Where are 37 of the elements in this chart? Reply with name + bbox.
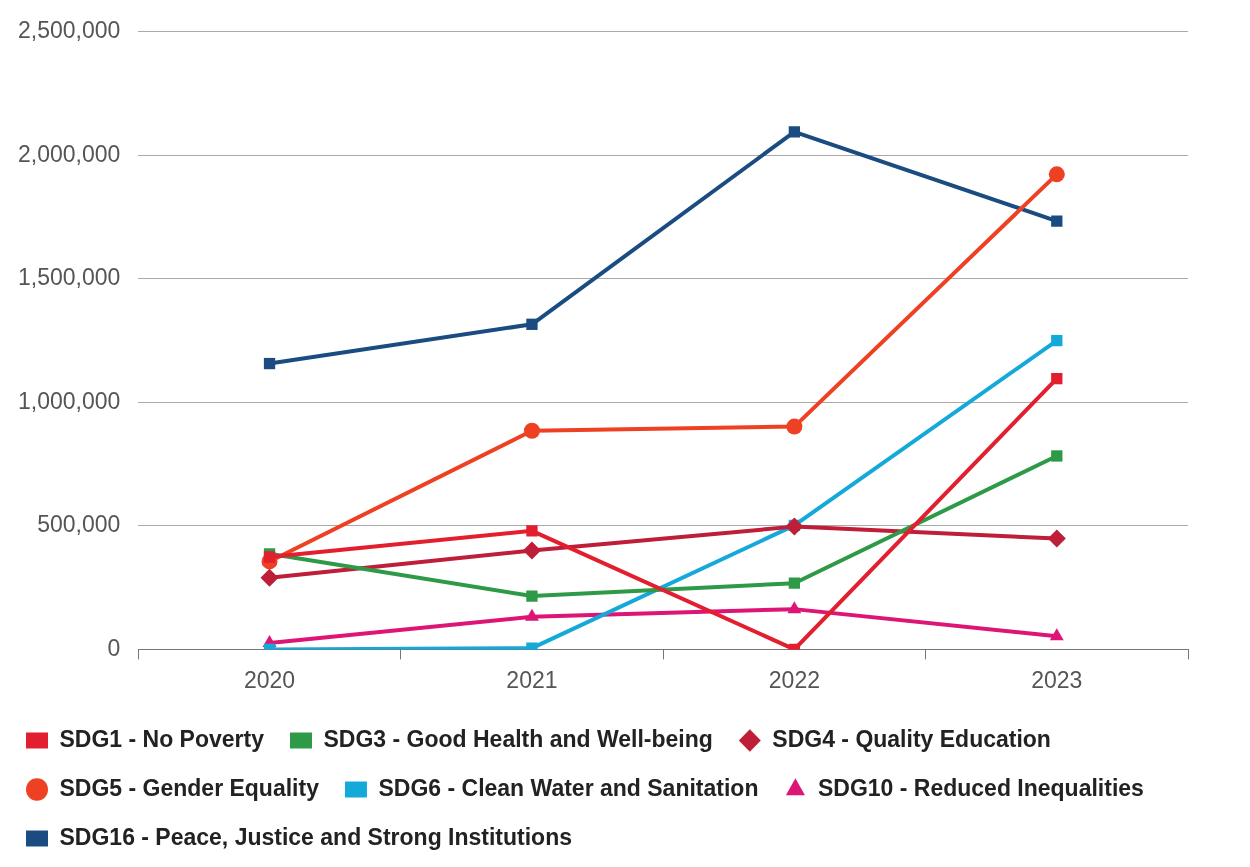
y-tick-label: 500,000 bbox=[37, 511, 121, 538]
x-tick-label: 2023 bbox=[1031, 666, 1083, 693]
legend-label: SDG16 - Peace, Justice and Strong Institutions bbox=[59, 823, 573, 850]
x-tick-label: 2022 bbox=[768, 666, 820, 693]
point bbox=[1051, 215, 1063, 227]
x-tick-label: 2020 bbox=[243, 666, 296, 693]
point bbox=[523, 422, 540, 439]
point bbox=[787, 601, 802, 614]
legend-label: SDG6 - Clean Water and Sanitation bbox=[378, 774, 759, 801]
point bbox=[788, 126, 801, 138]
point bbox=[788, 577, 801, 589]
point bbox=[786, 418, 803, 435]
point bbox=[526, 318, 538, 330]
legend-label: SDG1 - No Poverty bbox=[59, 725, 265, 752]
point bbox=[1051, 450, 1063, 462]
point bbox=[785, 517, 804, 536]
point bbox=[1051, 372, 1063, 385]
y-tick-label: 2,500,000 bbox=[17, 17, 121, 44]
point bbox=[1051, 334, 1063, 347]
legend-label: SDG4 - Quality Education bbox=[772, 725, 1051, 752]
point bbox=[263, 357, 276, 370]
point bbox=[526, 590, 538, 602]
point bbox=[1047, 529, 1066, 548]
y-tick-label: 1,500,000 bbox=[17, 264, 121, 291]
y-tick-label: 2,000,000 bbox=[17, 140, 121, 167]
point bbox=[522, 541, 541, 560]
y-tick-label: 0 bbox=[107, 634, 121, 661]
point bbox=[525, 608, 539, 621]
x-tick-label: 2021 bbox=[506, 666, 558, 693]
legend-label: SDG10 - Reduced Inequalities bbox=[817, 774, 1144, 801]
point bbox=[526, 525, 538, 537]
legend-label: SDG5 - Gender Equality bbox=[59, 774, 320, 801]
point bbox=[1049, 628, 1064, 641]
y-tick-label: 1,000,000 bbox=[17, 387, 121, 414]
point bbox=[260, 568, 279, 587]
legend-label: SDG3 - Good Health and Well-being bbox=[323, 725, 713, 752]
point bbox=[1048, 166, 1065, 183]
